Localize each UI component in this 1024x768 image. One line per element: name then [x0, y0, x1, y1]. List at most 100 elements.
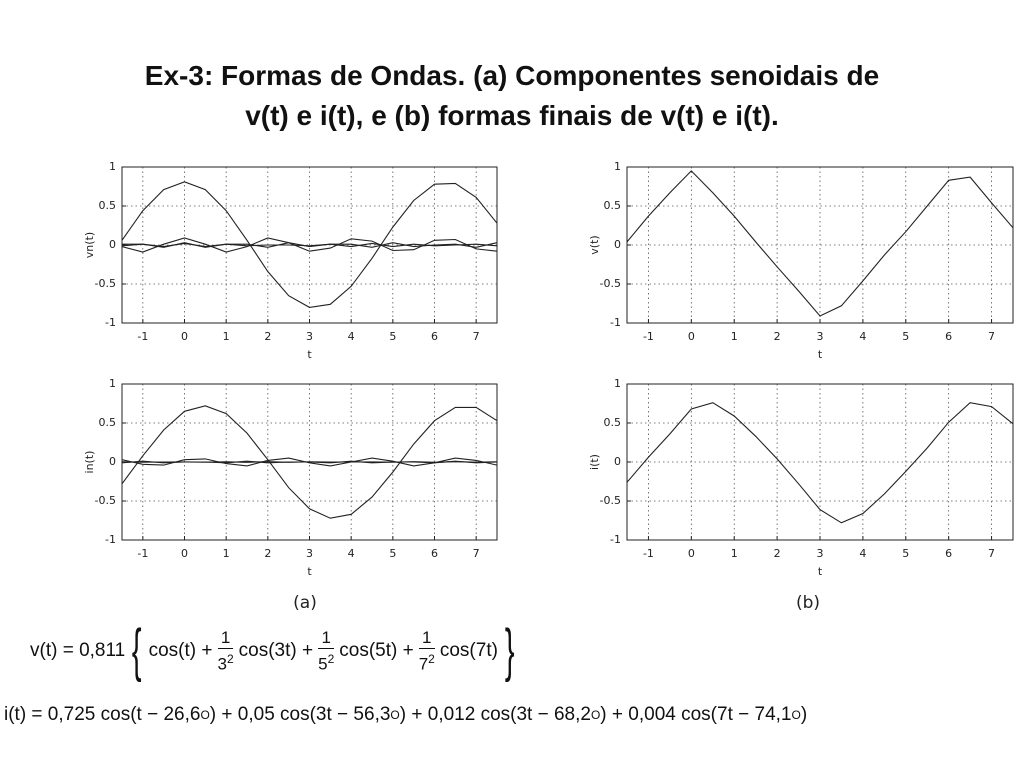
y-tick-label: 0: [109, 238, 116, 251]
x-axis-label: t: [307, 565, 312, 578]
brace: {: [132, 618, 142, 683]
x-axis-label: t: [818, 348, 823, 361]
x-tick-label: 2: [264, 547, 271, 560]
x-axis-label: t: [307, 348, 312, 361]
fraction: 1 52: [318, 628, 334, 675]
exponent: 2: [428, 651, 435, 666]
series-line: [121, 461, 498, 463]
x-tick-label: 5: [389, 547, 396, 560]
x-axis-label: t: [818, 565, 823, 578]
formula-text: cos(7t): [439, 640, 498, 661]
y-tick-label: 0.5: [604, 416, 622, 429]
x-tick-label: 5: [902, 330, 909, 343]
formula-text: ): [800, 704, 808, 725]
x-tick-label: 2: [774, 330, 781, 343]
superscript: O: [590, 708, 601, 722]
numerator: 1: [217, 628, 234, 649]
y-tick-label: -0.5: [600, 277, 621, 290]
series-line: [121, 405, 498, 519]
x-tick-label: 3: [306, 547, 313, 560]
exponent: 2: [327, 651, 335, 666]
x-tick-label: 6: [945, 547, 952, 560]
y-tick-label: -1: [610, 316, 621, 329]
x-tick-label: -1: [137, 547, 148, 560]
superscript: O: [390, 708, 400, 722]
x-tick-label: 3: [817, 547, 824, 560]
x-tick-label: 0: [181, 330, 188, 343]
series-line: [121, 237, 498, 253]
superscript: O: [200, 708, 210, 722]
y-tick-label: 0: [614, 455, 621, 468]
formula-text: ) + 0,004 cos(7t − 74,1: [600, 704, 792, 725]
x-tick-label: 2: [264, 330, 271, 343]
x-tick-label: 6: [431, 547, 438, 560]
y-tick-label: -0.5: [600, 494, 621, 507]
formula-i: i(t) = 0,725 cos(t − 26,6 O) + 0,05 cos(3…: [4, 704, 807, 726]
y-axis-label: i(t): [588, 454, 601, 470]
y-tick-label: 0.5: [99, 199, 117, 212]
y-tick-label: 1: [109, 377, 116, 390]
y-axis-label: in(t): [83, 451, 96, 474]
x-tick-label: 2: [774, 547, 781, 560]
x-tick-label: 5: [902, 547, 909, 560]
brace: }: [504, 618, 515, 683]
y-tick-label: 1: [109, 160, 116, 173]
x-tick-label: 1: [731, 330, 738, 343]
plot-frame: [121, 166, 498, 324]
x-tick-label: 1: [223, 330, 230, 343]
series-line: [121, 181, 498, 308]
x-tick-label: 1: [223, 547, 230, 560]
x-tick-label: 4: [348, 547, 355, 560]
denominator: 32: [217, 649, 233, 675]
series-line: [122, 242, 498, 248]
x-tick-label: 3: [306, 330, 313, 343]
y-tick-label: 0.5: [604, 199, 622, 212]
plot-frame: [626, 383, 1014, 541]
x-tick-label: 7: [988, 547, 995, 560]
formula-text: cos(5t) +: [339, 640, 414, 661]
series-line: [121, 242, 498, 248]
x-tick-label: 4: [859, 547, 866, 560]
slide-title: Ex-3: Formas de Ondas. (a) Componentes s…: [0, 56, 1024, 136]
y-tick-label: -1: [105, 533, 116, 546]
y-axis-label: v(t): [588, 235, 601, 254]
fraction: 1 72: [419, 628, 435, 675]
formula-text: cos(3t) +: [238, 640, 314, 661]
x-tick-label: 5: [389, 330, 396, 343]
y-tick-label: -1: [610, 533, 621, 546]
y-tick-label: -1: [105, 316, 116, 329]
formula-text: cos(t) +: [148, 640, 213, 661]
caption: (a): [293, 593, 317, 613]
y-tick-label: 1: [614, 160, 621, 173]
formula-text: v(t) = 0,811: [30, 640, 126, 661]
x-tick-label: 6: [945, 330, 952, 343]
y-tick-label: 0: [614, 238, 621, 251]
x-tick-label: 7: [473, 547, 480, 560]
denominator-base: 5: [318, 654, 328, 674]
y-tick-label: -0.5: [95, 277, 116, 290]
x-tick-label: 0: [688, 547, 695, 560]
x-tick-label: 0: [688, 330, 695, 343]
y-tick-label: 0: [109, 455, 116, 468]
plot-frame: [626, 166, 1014, 324]
denominator: 52: [318, 649, 334, 675]
series-line: [626, 170, 1014, 317]
x-tick-label: 6: [431, 330, 438, 343]
title-line: v(t) e i(t), e (b) formas finais de v(t)…: [245, 100, 779, 131]
title-line: Ex-3: Formas de Ondas. (a) Componentes s…: [144, 60, 880, 91]
formula-text: ) + 0,05 cos(3t − 56,3: [209, 704, 391, 725]
denominator-base: 3: [217, 654, 227, 674]
x-tick-label: 1: [731, 547, 738, 560]
numerator: 1: [318, 628, 334, 649]
x-tick-label: -1: [643, 547, 654, 560]
formula-text: i(t) = 0,725 cos(t − 26,6: [4, 704, 201, 725]
y-tick-label: 1: [614, 377, 621, 390]
y-tick-label: 0.5: [99, 416, 117, 429]
fraction: 1 32: [217, 628, 233, 675]
x-tick-label: -1: [137, 330, 148, 343]
series-line: [626, 402, 1014, 524]
exponent: 2: [226, 651, 234, 666]
formula-text: ) + 0,012 cos(3t − 68,2: [399, 704, 591, 725]
x-tick-label: 3: [817, 330, 824, 343]
